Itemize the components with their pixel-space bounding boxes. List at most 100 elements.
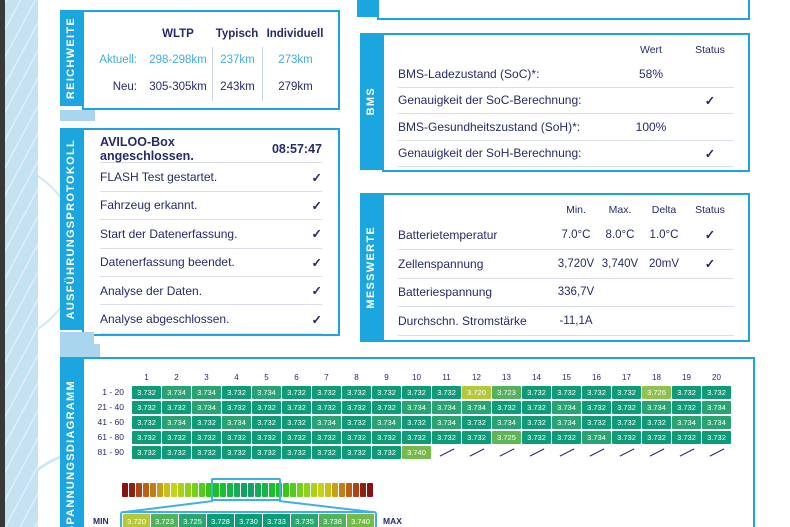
tab-cut-panel bbox=[357, 0, 379, 17]
messwerte-min-value: 336,7V bbox=[557, 286, 595, 299]
scale-square bbox=[164, 483, 170, 497]
reichweite-value: 279km bbox=[262, 74, 328, 101]
voltage-grid-cell: 3.734 bbox=[702, 401, 731, 414]
reichweite-value: 298-298km bbox=[149, 54, 207, 66]
scale-square bbox=[199, 483, 205, 497]
scale-square bbox=[234, 483, 240, 497]
voltage-grid-cell: 3.734 bbox=[432, 416, 461, 429]
zoomed-voltage-strip: 3.720 3.723 3.725 3.728 3.730 3.733 3.735 3.738… bbox=[120, 511, 377, 527]
voltage-grid-row-label: 1 - 20 bbox=[102, 387, 124, 397]
protocol-item-label: Analyse abgeschlossen. bbox=[100, 312, 230, 327]
bms-row: Genauigkeit der SoH-Berechnung: ✓ bbox=[398, 141, 734, 167]
zoom-cell: 3.720 bbox=[123, 514, 150, 527]
voltage-grid-cell: 3.720 bbox=[462, 386, 491, 399]
voltage-color-scale bbox=[122, 483, 373, 497]
messwerte-status-check-icon: ✓ bbox=[704, 257, 716, 272]
check-icon: ✓ bbox=[311, 198, 322, 213]
voltage-grid-col-header: 9 bbox=[384, 373, 389, 382]
scale-square bbox=[325, 483, 331, 497]
tab-spannungsdiagramm: SPANNUNGSDIAGRAMM bbox=[60, 357, 82, 527]
voltage-grid-col-header: 12 bbox=[472, 373, 481, 382]
voltage-grid-cell: 3.732 bbox=[612, 401, 641, 414]
messwerte-col-header: Status bbox=[695, 204, 725, 216]
reichweite-value: 305-305km bbox=[149, 81, 207, 93]
panel-messwerte: Min. Max. Delta Status Batterietemperatur 7.0… bbox=[382, 193, 750, 342]
bms-status-check-icon: ✓ bbox=[704, 146, 716, 161]
voltage-grid-cell: 3.732 bbox=[402, 386, 431, 399]
scale-square bbox=[311, 483, 317, 497]
bms-row: Genauigkeit der SoC-Berechnung: ✓ bbox=[398, 88, 734, 114]
check-icon: ✓ bbox=[311, 312, 322, 327]
viewer-edge bbox=[0, 0, 5, 527]
voltage-grid-cell: 3.734 bbox=[252, 386, 281, 399]
voltage-grid-cell: 3.732 bbox=[162, 446, 191, 459]
scale-square bbox=[192, 483, 198, 497]
scale-square bbox=[241, 483, 247, 497]
voltage-grid-cell: 3.732 bbox=[222, 386, 251, 399]
panel-reichweite: WLTP Typisch Individuell Aktuell: 298-298km 2… bbox=[82, 10, 340, 110]
voltage-grid-cell: 3.732 bbox=[312, 446, 341, 459]
decorative-side-band bbox=[5, 0, 38, 527]
voltage-grid-cell: 3.734 bbox=[432, 401, 461, 414]
voltage-grid-cell: 3.732 bbox=[312, 431, 341, 444]
zoom-cell: 3.728 bbox=[207, 514, 234, 527]
voltage-grid-cell: 3.734 bbox=[372, 416, 401, 429]
scale-square bbox=[339, 483, 345, 497]
scale-highlight-box bbox=[211, 478, 281, 501]
voltage-grid-cell: 3.732 bbox=[642, 431, 671, 444]
protocol-item-label: FLASH Test gestartet. bbox=[100, 170, 218, 185]
voltage-grid-col-header: 7 bbox=[324, 373, 329, 382]
scale-min-label: MIN bbox=[93, 516, 109, 526]
voltage-grid-col-header: 2 bbox=[174, 373, 179, 382]
slash-mark bbox=[469, 448, 484, 457]
voltage-grid-cell: 3.732 bbox=[192, 446, 221, 459]
voltage-grid-cell: 3.732 bbox=[612, 386, 641, 399]
voltage-grid-cell: 3.734 bbox=[672, 416, 701, 429]
voltage-grid-empty-cell bbox=[522, 446, 551, 459]
check-icon: ✓ bbox=[311, 284, 322, 299]
bms-header-row: Wert Status bbox=[398, 39, 734, 61]
zoom-connector-lines bbox=[120, 500, 377, 513]
messwerte-row: Zellenspannung 3,720V 3,740V 20mV ✓ bbox=[398, 250, 734, 279]
voltage-grid-cell: 3.732 bbox=[282, 446, 311, 459]
protocol-item: Start der Datenerfassung. ✓ bbox=[100, 220, 322, 249]
scale-square bbox=[318, 483, 324, 497]
voltage-grid-cell: 3.732 bbox=[162, 401, 191, 414]
protocol-item-label: AVILOO-Box angeschlossen. bbox=[100, 134, 194, 163]
voltage-grid-col-header: 8 bbox=[354, 373, 359, 382]
voltage-grid-col-header: 11 bbox=[442, 373, 451, 382]
tab-messwerte: MESSWERTE bbox=[360, 193, 382, 342]
voltage-grid-cell: 3.732 bbox=[132, 446, 161, 459]
slash-mark bbox=[589, 448, 604, 457]
voltage-grid-empty-cell bbox=[612, 446, 641, 459]
reichweite-value: 273km bbox=[262, 47, 328, 74]
scale-square bbox=[143, 483, 149, 497]
voltage-grid-cell: 3.732 bbox=[222, 446, 251, 459]
messwerte-row-label: Zellenspannung bbox=[398, 256, 484, 271]
scale-square bbox=[171, 483, 177, 497]
scale-square bbox=[269, 483, 275, 497]
messwerte-delta-value: 1.0°C bbox=[649, 228, 679, 241]
zoom-cell: 3.723 bbox=[151, 514, 178, 527]
zoom-cell: 3.735 bbox=[291, 514, 318, 527]
reichweite-table: WLTP Typisch Individuell Aktuell: 298-298km 2… bbox=[84, 12, 338, 101]
voltage-grid-cell: 3.732 bbox=[522, 386, 551, 399]
voltage-grid-cell: 3.732 bbox=[342, 416, 371, 429]
voltage-grid-cell: 3.732 bbox=[402, 416, 431, 429]
tab-bms: BMS bbox=[360, 33, 382, 170]
voltage-grid-cell: 3.732 bbox=[372, 386, 401, 399]
voltage-grid-cell: 3.734 bbox=[222, 416, 251, 429]
voltage-grid-cell: 3.734 bbox=[582, 431, 611, 444]
protocol-item-label: Datenerfassung beendet. bbox=[100, 255, 235, 270]
voltage-grid-cell: 3.732 bbox=[432, 431, 461, 444]
tab-reichweite: REICHWEITE bbox=[60, 10, 82, 106]
reichweite-value: 237km bbox=[212, 47, 262, 74]
voltage-grid-cell: 3.732 bbox=[582, 386, 611, 399]
bms-status-check-icon: ✓ bbox=[704, 93, 716, 108]
scale-square bbox=[227, 483, 233, 497]
scale-square bbox=[262, 483, 268, 497]
bms-row: BMS-Gesundheitszustand (SoH)*: 100% bbox=[398, 114, 734, 141]
voltage-grid-cell: 3.732 bbox=[552, 386, 581, 399]
reichweite-corner bbox=[94, 22, 144, 47]
voltage-grid-cell: 3.732 bbox=[342, 386, 371, 399]
